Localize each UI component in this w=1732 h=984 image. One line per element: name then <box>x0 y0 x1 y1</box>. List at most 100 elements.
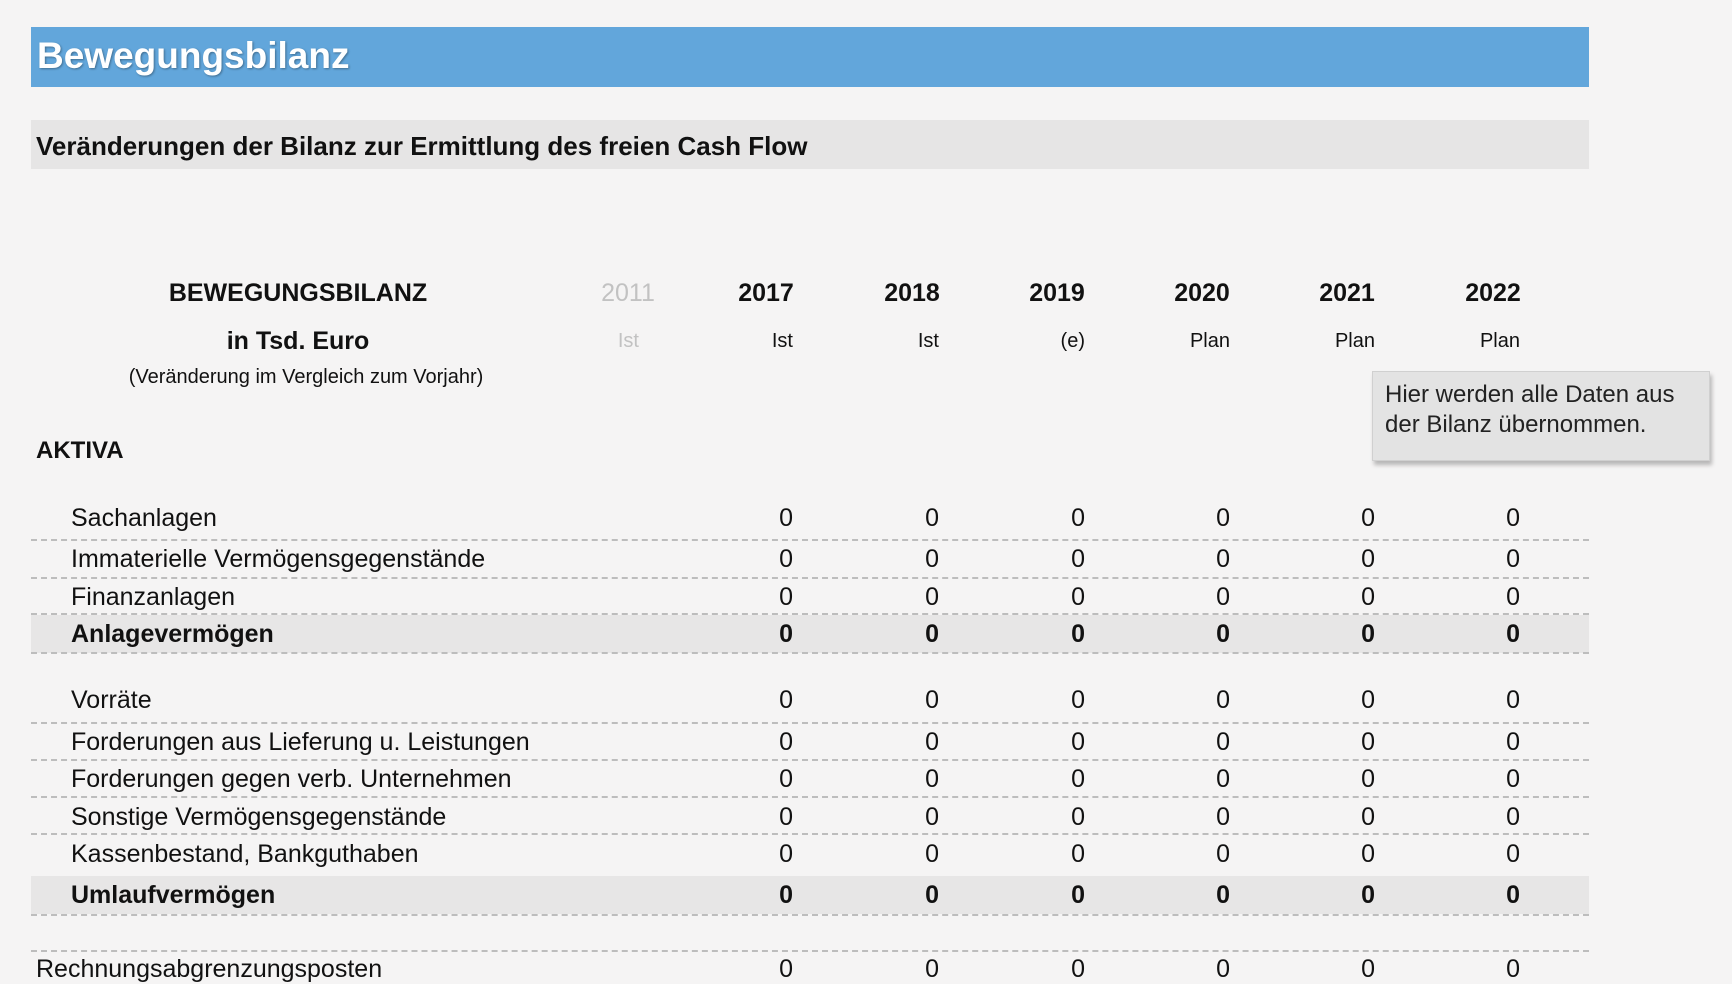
cell-value: 0 <box>1361 504 1375 532</box>
cell-value: 0 <box>1071 686 1085 714</box>
cell-value: 0 <box>779 545 793 573</box>
cell-value: 0 <box>1216 881 1230 909</box>
cell-value: 0 <box>925 840 939 868</box>
cell-value: 0 <box>1071 765 1085 793</box>
subtitle-bar <box>31 120 1589 169</box>
subtitle: Veränderungen der Bilanz zur Ermittlung … <box>36 131 808 161</box>
total-row-bg <box>31 615 1589 653</box>
row-label: Forderungen aus Lieferung u. Leistungen <box>71 728 530 756</box>
column-year: 2022 <box>1465 279 1521 307</box>
cell-value: 0 <box>1071 620 1085 648</box>
cell-value: 0 <box>779 765 793 793</box>
cell-value: 0 <box>1506 840 1520 868</box>
cell-value: 0 <box>925 728 939 756</box>
cell-value: 0 <box>925 765 939 793</box>
cell-value: 0 <box>1506 583 1520 611</box>
cell-value: 0 <box>1071 955 1085 983</box>
cell-value: 0 <box>925 955 939 983</box>
callout-text: Hier werden alle Daten aus der Bilanz üb… <box>1385 381 1675 438</box>
table-heading: BEWEGUNGSBILANZ <box>168 279 428 307</box>
cell-value: 0 <box>1361 620 1375 648</box>
cell-value: 0 <box>779 840 793 868</box>
row-separator <box>31 833 1589 835</box>
row-separator <box>31 796 1589 798</box>
cell-value: 0 <box>1071 803 1085 831</box>
cell-value: 0 <box>1506 765 1520 793</box>
cell-value: 0 <box>1361 728 1375 756</box>
cell-value: 0 <box>925 686 939 714</box>
row-label: Immaterielle Vermögensgegenstände <box>71 545 486 573</box>
row-label: Kassenbestand, Bankguthaben <box>71 840 419 868</box>
row-separator <box>31 652 1589 654</box>
column-year: 2017 <box>738 279 794 307</box>
row-separator <box>31 539 1589 541</box>
title: Bewegungsbilanz <box>37 35 350 76</box>
cell-value: 0 <box>1506 803 1520 831</box>
row-separator <box>31 577 1589 579</box>
row-label: Sachanlagen <box>71 504 217 532</box>
column-year: 2018 <box>884 279 940 307</box>
column-year: 2011 <box>601 279 655 307</box>
row-label: Umlaufvermögen <box>71 881 276 909</box>
table-note: (Veränderung im Vergleich zum Vorjahr) <box>128 366 484 388</box>
cell-value: 0 <box>779 583 793 611</box>
cell-value: 0 <box>1361 955 1375 983</box>
column-year: 2020 <box>1174 279 1230 307</box>
cell-value: 0 <box>1361 765 1375 793</box>
cell-value: 0 <box>1361 840 1375 868</box>
cell-value: 0 <box>1216 840 1230 868</box>
cell-value: 0 <box>779 728 793 756</box>
column-year: 2019 <box>1029 279 1085 307</box>
section-label: AKTIVA <box>36 437 124 464</box>
cell-value: 0 <box>1071 728 1085 756</box>
cell-value: 0 <box>1506 686 1520 714</box>
cell-value: 0 <box>1216 765 1230 793</box>
cell-value: 0 <box>1071 583 1085 611</box>
cell-value: 0 <box>925 620 939 648</box>
title-bar <box>31 27 1589 87</box>
cell-value: 0 <box>1216 955 1230 983</box>
cell-value: 0 <box>1071 840 1085 868</box>
cell-value: 0 <box>1506 881 1520 909</box>
cell-value: 0 <box>779 803 793 831</box>
column-kind: Ist <box>917 330 939 352</box>
column-kind: Plan <box>1334 330 1375 352</box>
cell-value: 0 <box>1361 881 1375 909</box>
cell-value: 0 <box>1071 881 1085 909</box>
row-label: Vorräte <box>71 686 152 714</box>
cell-value: 0 <box>1506 504 1520 532</box>
cell-value: 0 <box>925 881 939 909</box>
callout-box <box>1372 371 1710 461</box>
row-separator <box>31 950 1589 952</box>
row-separator <box>31 613 1589 615</box>
cell-value: 0 <box>1216 504 1230 532</box>
cell-value: 0 <box>1216 583 1230 611</box>
cell-value: 0 <box>1506 545 1520 573</box>
cell-value: 0 <box>925 545 939 573</box>
column-kind: Plan <box>1189 330 1230 352</box>
cell-value: 0 <box>1216 686 1230 714</box>
column-kind: (e) <box>1060 330 1085 352</box>
row-label: Rechnungsabgrenzungsposten <box>36 955 383 983</box>
row-label: Sonstige Vermögensgegenstände <box>71 803 447 831</box>
cell-value: 0 <box>925 803 939 831</box>
total-row-bg <box>31 876 1589 914</box>
cell-value: 0 <box>1071 545 1085 573</box>
cell-value: 0 <box>1071 504 1085 532</box>
row-label: Forderungen gegen verb. Unternehmen <box>71 765 512 793</box>
row-label: Finanzanlagen <box>71 583 236 611</box>
column-kind: Plan <box>1479 330 1520 352</box>
cell-value: 0 <box>1361 583 1375 611</box>
cell-value: 0 <box>1506 728 1520 756</box>
cell-value: 0 <box>925 504 939 532</box>
cell-value: 0 <box>1361 686 1375 714</box>
cell-value: 0 <box>779 686 793 714</box>
row-separator <box>31 722 1589 724</box>
column-year: 2021 <box>1319 279 1375 307</box>
cell-value: 0 <box>779 504 793 532</box>
row-label: Anlagevermögen <box>71 620 274 648</box>
column-kind: Ist <box>771 330 793 352</box>
cell-value: 0 <box>1216 803 1230 831</box>
row-separator <box>31 759 1589 761</box>
